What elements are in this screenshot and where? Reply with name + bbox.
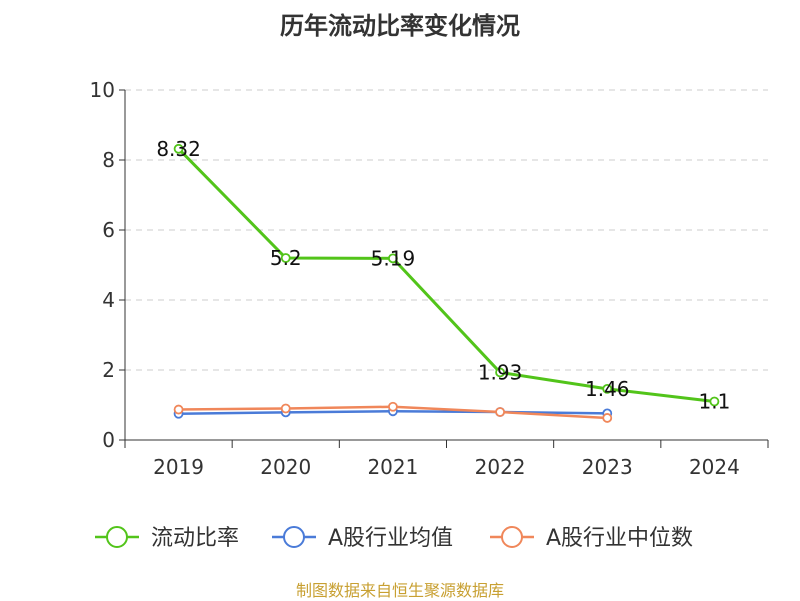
legend-label: A股行业均值 — [328, 526, 453, 551]
data-label: 8.32 — [156, 137, 201, 161]
data-labels: 8.32 5.2 5.19 1.93 1.46 1.1 — [156, 137, 730, 414]
series-lines — [173, 143, 720, 423]
y-tick-label: 10 — [90, 78, 115, 102]
data-point — [388, 401, 398, 412]
data-label: 5.2 — [270, 246, 302, 270]
x-tick-label: 2024 — [689, 455, 740, 479]
legend-label: A股行业中位数 — [546, 526, 693, 551]
legend-marker — [501, 526, 523, 548]
y-tick-label: 4 — [102, 288, 115, 312]
data-label: 1.93 — [478, 360, 523, 384]
axes: 0 2 4 6 8 10 2019 2020 2021 2022 2023 2024 — [90, 78, 769, 479]
data-label: 5.19 — [371, 246, 416, 270]
data-point — [388, 253, 398, 264]
y-tick-label: 2 — [102, 358, 115, 382]
grid-lines — [125, 89, 768, 371]
x-tick-label: 2021 — [367, 455, 418, 479]
data-point — [173, 143, 184, 154]
data-label: 1.1 — [699, 390, 731, 414]
legend-item: A股行业中位数 — [490, 526, 693, 551]
legend: 流动比率 A股行业均值 A股行业中位数 — [95, 526, 693, 551]
data-point — [495, 367, 505, 378]
source-note: 制图数据来自恒生聚源数据库 — [295, 581, 504, 600]
y-tick-label: 6 — [102, 218, 115, 242]
data-label: 1.46 — [585, 377, 630, 401]
legend-marker — [283, 526, 305, 548]
data-point — [280, 403, 291, 414]
legend-item: A股行业均值 — [272, 526, 453, 551]
data-point — [709, 396, 720, 407]
data-point — [173, 404, 184, 415]
y-tick-label: 0 — [102, 428, 115, 452]
x-tick-label: 2023 — [582, 455, 633, 479]
chart-title: 历年流动比率变化情况 — [280, 12, 520, 40]
legend-marker — [106, 526, 128, 548]
y-tick-label: 8 — [102, 148, 115, 172]
data-point — [495, 407, 505, 417]
legend-label: 流动比率 — [151, 526, 239, 551]
x-tick-label: 2022 — [475, 455, 526, 479]
legend-item: 流动比率 — [95, 526, 239, 551]
series-line-0 — [177, 147, 715, 403]
data-point — [602, 383, 613, 394]
data-point — [280, 253, 291, 263]
x-tick-label: 2019 — [153, 455, 204, 479]
data-point — [602, 413, 613, 423]
x-tick-label: 2020 — [260, 455, 311, 479]
